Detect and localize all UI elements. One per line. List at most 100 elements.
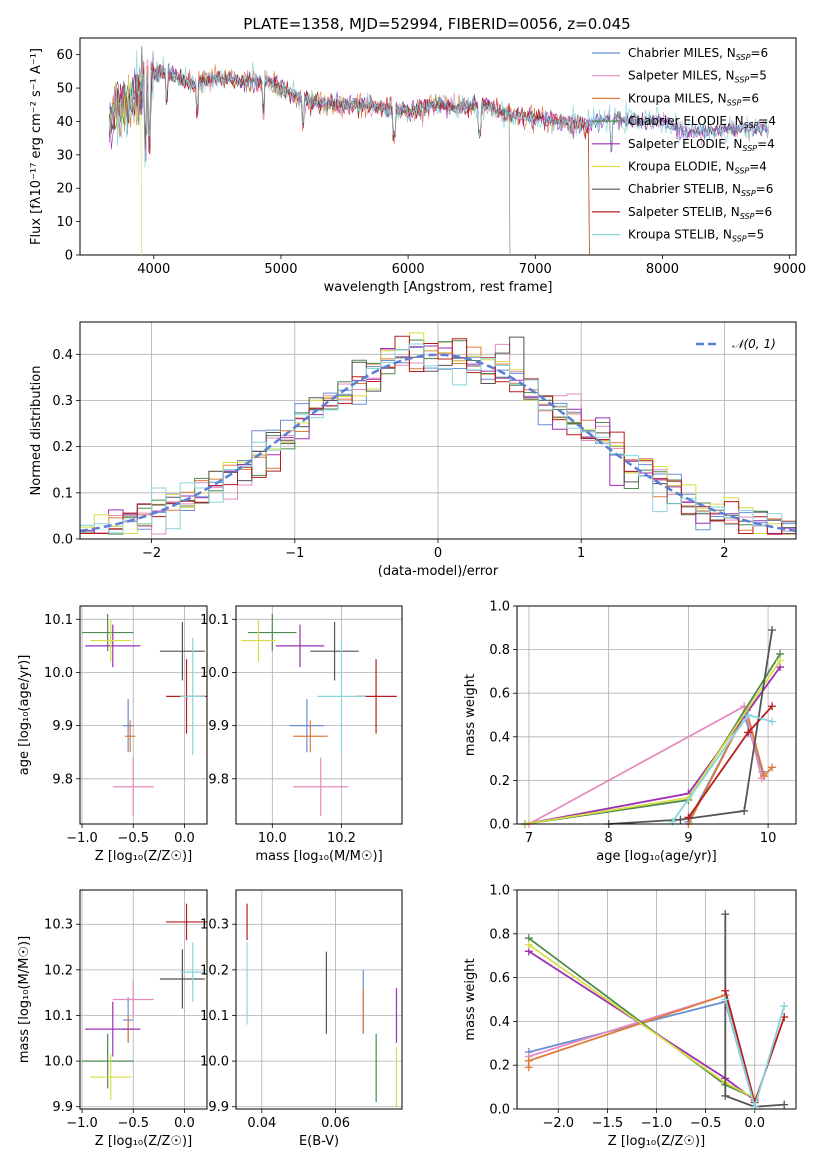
weight-line-chabrier-elodie (528, 937, 756, 1099)
y-tick-label: 0.4 (489, 730, 510, 745)
y-tick-label: 9.9 (208, 1100, 229, 1115)
spectrum-line-salpeter-stelib (109, 61, 590, 255)
x-tick-label: 6000 (392, 262, 425, 277)
y-tick-label: 1.0 (489, 884, 510, 899)
weight-marker (760, 772, 769, 781)
x-tick-label: 10.2 (327, 831, 356, 846)
y-axis-label: age [log₁₀(age/yr)] (17, 655, 32, 776)
y-tick-label: 0.0 (52, 533, 73, 548)
x-tick-label: 10 (760, 831, 777, 846)
legend-label: Chabrier ELODIE, NSSP=4 (628, 114, 776, 130)
y-tick-label: 0 (65, 249, 73, 264)
x-tick-label: 7 (525, 831, 533, 846)
x-tick-label: 0.0 (744, 1116, 765, 1131)
y-tick-label: 0.1 (52, 486, 73, 501)
weight-marker (780, 1100, 789, 1109)
plot-frame (516, 605, 797, 825)
x-tick-label: −1.0 (66, 1116, 98, 1131)
histogram-chabrier-miles (80, 346, 796, 534)
figure-title: PLATE=1358, MJD=52994, FIBERID=0056, z=0… (243, 15, 630, 33)
histogram-chabrier-elodie (80, 339, 796, 535)
x-tick-label: −2.0 (542, 1116, 574, 1131)
weight-marker (750, 1102, 759, 1111)
x-axis-label: Z [log₁₀(Z/Z☉)] (608, 1134, 705, 1149)
y-tick-label: 0.0 (489, 818, 510, 833)
weight-marker (721, 995, 730, 1004)
age-vs-metallicity-panel: 9.8 9.9 10.0 10.1 −1.0 −0.5 0.0 Z [log₁₀(Z/Z☉)]… (17, 605, 208, 864)
plot-frame (79, 605, 208, 825)
y-tick-label: 0.0 (489, 1103, 510, 1118)
legend-label: Kroupa ELODIE, NSSP=4 (628, 160, 767, 176)
residual-histogram-panel: 0.0 0.1 0.2 0.3 0.4 −2 −1 0 1 2 (data-model)/error… (29, 321, 797, 579)
weight-marker (768, 625, 777, 634)
plot-frame (79, 889, 208, 1110)
x-tick-label: 1 (577, 546, 585, 561)
y-tick-label: 9.9 (208, 719, 229, 734)
x-tick-label: 4000 (137, 262, 170, 277)
y-tick-label: 10.3 (200, 918, 229, 933)
histogram-salpeter-stelib (80, 335, 796, 535)
weight-marker (776, 656, 785, 665)
x-tick-label: −2 (142, 546, 161, 561)
x-tick-label: 0.0 (174, 1116, 195, 1131)
weight-marker (721, 910, 730, 919)
y-tick-label: 0.2 (489, 774, 510, 789)
mass-vs-extinction-panel: 9.9 10.0 10.1 10.2 10.3 0.04 0.06 E(B-V) (200, 889, 403, 1149)
y-tick-label: 0.3 (52, 394, 73, 409)
weight-marker (676, 815, 685, 824)
y-tick-label: 9.8 (52, 772, 73, 787)
x-tick-label: 9 (684, 831, 692, 846)
y-tick-label: 10.2 (200, 963, 229, 978)
legend-label: Chabrier MILES, NSSP=6 (628, 46, 768, 62)
x-axis-label: mass [log₁₀(M/M☉)] (255, 849, 382, 864)
legend-label: Salpeter STELIB, NSSP=6 (628, 205, 772, 221)
weight-line-chabrier-stelib (724, 914, 785, 1108)
x-axis-label: E(B-V) (299, 1134, 339, 1149)
y-tick-label: 20 (56, 182, 73, 197)
x-tick-label: 0.04 (247, 1116, 276, 1131)
legend-label: Kroupa MILES, NSSP=6 (628, 91, 759, 107)
x-tick-label: 0.0 (174, 831, 195, 846)
normal-reference-curve (79, 353, 797, 533)
y-tick-label: 10.1 (200, 613, 229, 628)
y-tick-label: 0.8 (489, 643, 510, 658)
y-tick-label: 10.0 (44, 1055, 73, 1070)
weight-line-salpeter-elodie (528, 950, 756, 1101)
weight-line-kroupa-miles (527, 993, 756, 1108)
y-tick-label: 10 (56, 215, 73, 230)
weight-marker (744, 711, 753, 719)
weight-line-chabrier-miles (528, 1000, 756, 1108)
y-tick-label: 60 (56, 48, 73, 63)
weight-marker (524, 1056, 533, 1065)
y-tick-label: 10.1 (44, 1009, 73, 1024)
x-axis-label: Z [log₁₀(Z/Z☉)] (95, 849, 192, 864)
x-tick-label: 0 (434, 546, 442, 561)
plot-frame (235, 605, 403, 825)
legend-label: 𝒩(0, 1) (732, 337, 776, 351)
y-tick-label: 0.4 (52, 348, 73, 363)
y-tick-label: 10.2 (44, 963, 73, 978)
y-axis-label: Normed distribution (29, 366, 44, 496)
x-axis-label: Z [log₁₀(Z/Z☉)] (95, 1134, 192, 1149)
y-tick-label: 10.0 (44, 666, 73, 681)
weight-marker (684, 813, 693, 822)
x-tick-label: 10.0 (258, 831, 287, 846)
plot-frame (79, 321, 797, 540)
x-tick-label: −1.0 (641, 1116, 673, 1131)
y-tick-label: 0.6 (489, 687, 510, 702)
x-axis-label: (data-model)/error (378, 564, 499, 579)
legend-label: Kroupa STELIB, NSSP=5 (628, 228, 764, 244)
x-tick-label: −1.5 (592, 1116, 624, 1131)
y-tick-label: 0.2 (489, 1059, 510, 1074)
legend-label: Salpeter MILES, NSSP=5 (628, 69, 767, 85)
x-axis-label: wavelength [Angstrom, rest frame] (324, 280, 553, 295)
x-tick-label: 2 (720, 546, 728, 561)
legend-label: Chabrier STELIB, NSSP=6 (628, 182, 773, 198)
y-tick-label: 9.9 (52, 1100, 73, 1115)
x-tick-label: −0.5 (117, 831, 149, 846)
x-tick-label: −0.5 (690, 1116, 722, 1131)
x-tick-label: 9000 (773, 262, 806, 277)
x-tick-label: −1 (285, 546, 304, 561)
x-tick-label: 8000 (646, 262, 679, 277)
